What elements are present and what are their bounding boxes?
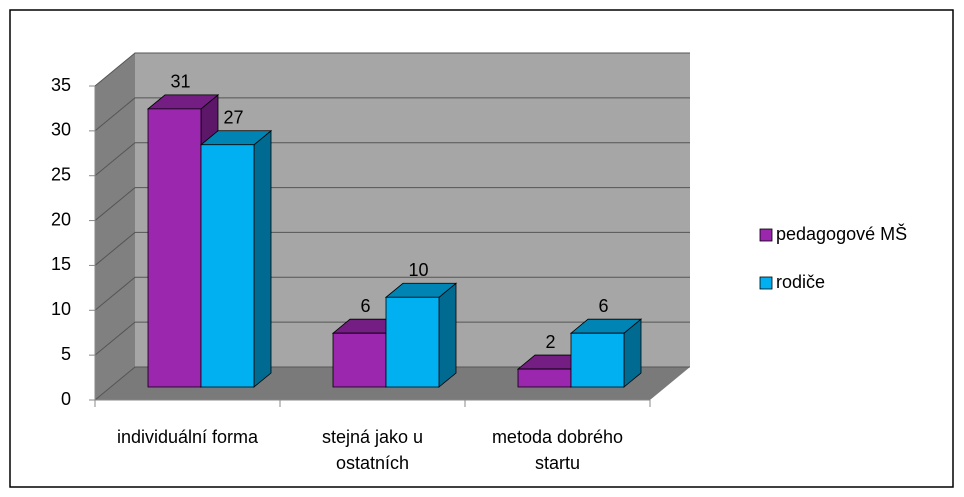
grid-line — [94, 52, 690, 87]
grid-line — [94, 231, 690, 266]
grid-line — [94, 97, 690, 132]
bar — [384, 282, 458, 388]
grid-line — [94, 142, 690, 177]
grid-line — [94, 366, 690, 401]
bar-front — [570, 332, 625, 388]
legend-label: rodiče — [776, 272, 825, 292]
legend-label: pedagogové MŠ — [776, 223, 907, 244]
bar-front — [147, 108, 202, 388]
value-label: 2 — [545, 332, 555, 352]
bar — [569, 318, 643, 388]
x-tick-label: metoda dobrého startu — [491, 427, 624, 473]
y-tick-label: 15 — [51, 254, 71, 274]
bar — [199, 129, 273, 388]
y-tick-label: 20 — [51, 209, 71, 229]
bar-side — [438, 282, 457, 388]
x-tick-label: individuální forma — [116, 427, 259, 447]
grid-line — [94, 321, 690, 356]
y-tick-label: 30 — [51, 120, 71, 140]
grid-line — [94, 276, 690, 311]
y-tick-label: 10 — [51, 299, 71, 319]
value-label: 6 — [360, 296, 370, 316]
x-tick-label: stejná jako u ostatních — [321, 427, 424, 473]
bar-side — [253, 129, 272, 388]
value-label: 10 — [408, 260, 428, 280]
bar-front — [332, 332, 387, 388]
value-label: 6 — [598, 296, 608, 316]
bar-front — [200, 144, 255, 388]
legend-swatch — [759, 228, 773, 242]
y-tick-label: 25 — [51, 164, 71, 184]
value-label: 27 — [223, 108, 243, 128]
bar-front — [385, 296, 440, 388]
legend-swatch — [759, 276, 773, 290]
value-label: 31 — [170, 72, 190, 92]
y-tick-label: 5 — [61, 344, 71, 364]
grid-line — [94, 187, 690, 221]
y-tick-label: 35 — [51, 75, 71, 95]
y-tick-label: 0 — [61, 389, 71, 409]
bar-front — [517, 368, 572, 388]
back-wall — [135, 53, 690, 367]
side-wall — [95, 53, 135, 400]
